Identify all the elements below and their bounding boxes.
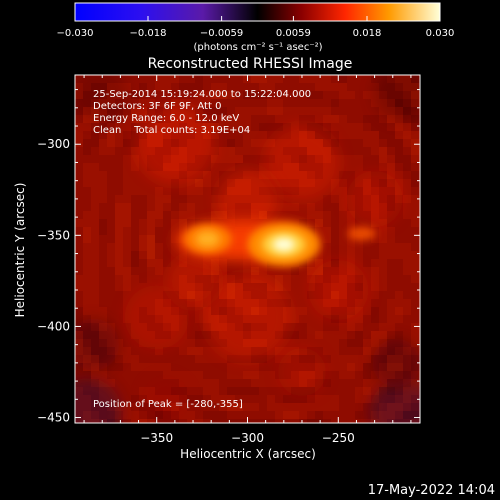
x-axis-label: Heliocentric X (arcsec) — [180, 447, 316, 461]
y-axis-label: Heliocentric Y (arcsec) — [13, 183, 27, 318]
chart-title: Reconstructed RHESSI Image — [148, 56, 353, 72]
colorbar-tick-label: 0.018 — [353, 28, 382, 39]
y-tick-label: −400 — [37, 319, 70, 333]
annotation-energy-range: Energy Range: 6.0 - 12.0 keV — [93, 113, 239, 124]
colorbar-tick-label: −0.030 — [56, 28, 93, 39]
annotation-clean-counts: Clean Total counts: 3.19E+04 — [93, 125, 250, 136]
colorbar: −0.030 −0.018 −0.0059 0.0059 0.018 0.030 (pho… — [56, 2, 454, 53]
colorbar-tick-label: 0.0059 — [276, 28, 311, 39]
annotation-block: 25-Sep-2014 15:19:24.000 to 15:22:04.000… — [93, 89, 311, 136]
annotation-detectors: Detectors: 3F 6F 9F, Att 0 — [93, 101, 221, 112]
colorbar-unit-label: (photons cm⁻² s⁻¹ asec⁻²) — [193, 42, 322, 53]
x-tick-label: −300 — [231, 431, 264, 445]
y-tick-label: −300 — [37, 137, 70, 151]
colorbar-ticks: −0.030 −0.018 −0.0059 0.0059 0.018 0.030 — [56, 16, 454, 39]
annotation-time-range: 25-Sep-2014 15:19:24.000 to 15:22:04.000 — [93, 89, 311, 100]
colorbar-gradient — [74, 2, 441, 22]
x-tick-label: −350 — [140, 431, 173, 445]
colorbar-tick-label: 0.030 — [426, 28, 455, 39]
colorbar-tick-label: −0.0059 — [200, 28, 243, 39]
peak-position-label: Position of Peak = [-280,-355] — [93, 399, 243, 410]
heatmap-image — [75, 75, 420, 423]
x-tick-label: −250 — [322, 431, 355, 445]
colorbar-tick-label: −0.018 — [129, 28, 166, 39]
y-axis: −300 −350 −400 −450 — [37, 89, 420, 425]
date-stamp: 17-May-2022 14:04 — [368, 483, 495, 498]
y-tick-label: −350 — [37, 228, 70, 242]
x-axis: −350 −300 −250 — [83, 75, 412, 445]
y-tick-label: −450 — [37, 411, 70, 425]
